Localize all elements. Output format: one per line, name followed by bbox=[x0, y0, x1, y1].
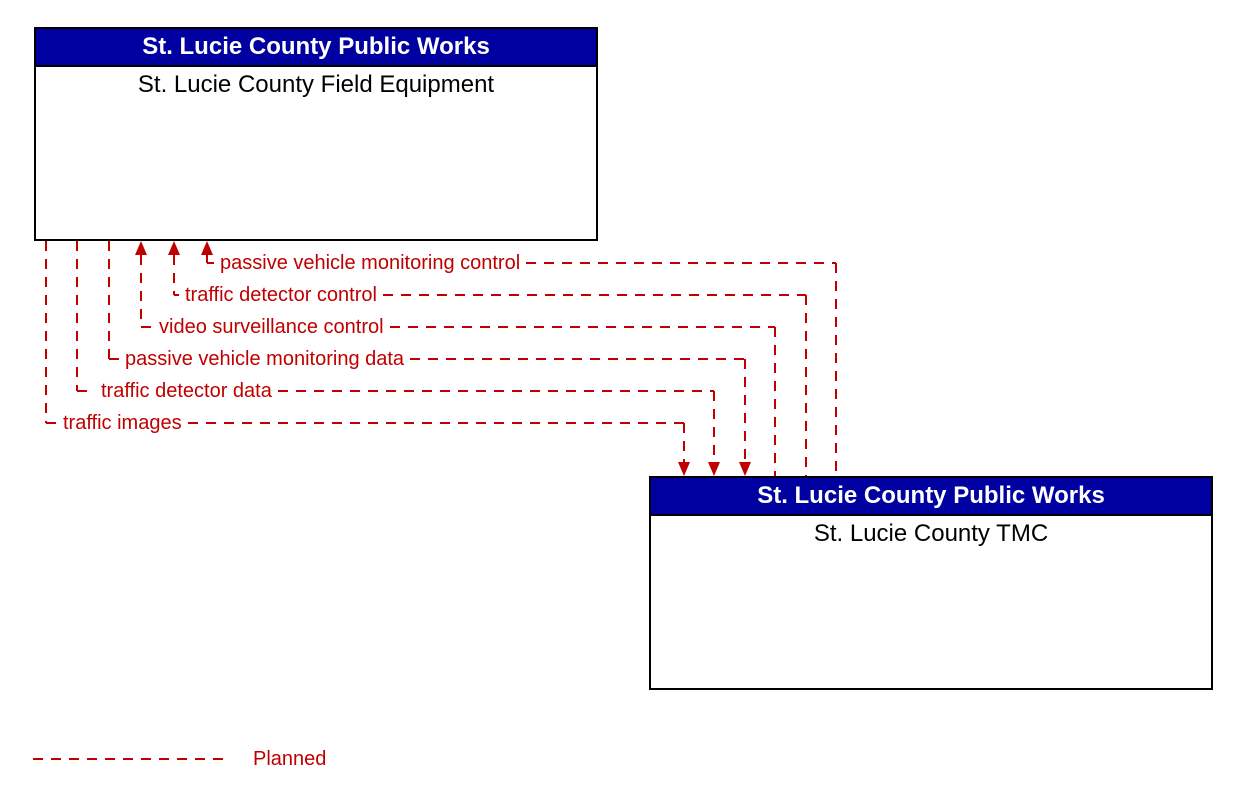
flow-label-traffic-images: traffic images bbox=[61, 412, 184, 435]
legend-planned-label: Planned bbox=[253, 748, 326, 771]
node-tmc-header: St. Lucie County Public Works bbox=[651, 478, 1211, 516]
flow-label-passive-vehicle-monitoring-data: passive vehicle monitoring data bbox=[123, 348, 406, 371]
flow-label-traffic-detector-control: traffic detector control bbox=[183, 284, 379, 307]
node-tmc-subtitle: St. Lucie County TMC bbox=[651, 516, 1211, 552]
node-field-equipment-header: St. Lucie County Public Works bbox=[36, 29, 596, 67]
node-field-equipment-subtitle: St. Lucie County Field Equipment bbox=[36, 67, 596, 103]
flow-label-passive-vehicle-monitoring-control: passive vehicle monitoring control bbox=[218, 252, 522, 275]
flow-label-video-surveillance-control: video surveillance control bbox=[157, 316, 386, 339]
node-tmc: St. Lucie County Public Works St. Lucie … bbox=[649, 476, 1213, 690]
flow-label-traffic-detector-data: traffic detector data bbox=[99, 380, 274, 403]
node-field-equipment: St. Lucie County Public Works St. Lucie … bbox=[34, 27, 598, 241]
